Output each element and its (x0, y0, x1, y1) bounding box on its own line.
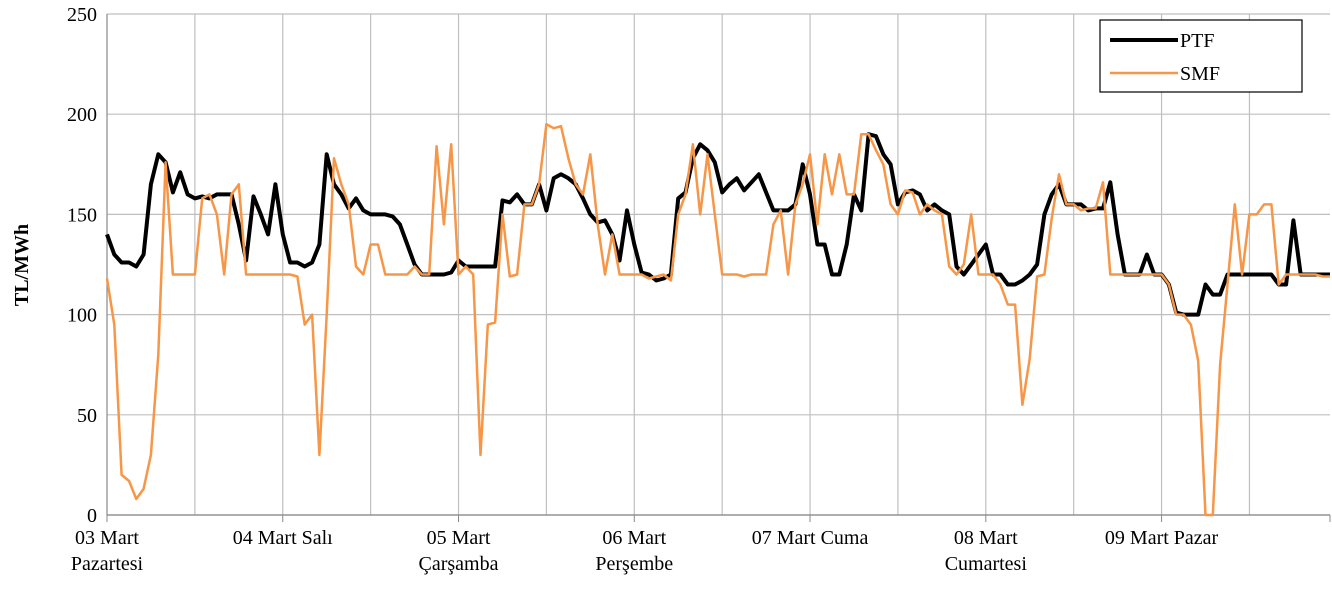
y-tick-label: 250 (67, 4, 97, 26)
y-tick-label: 50 (77, 405, 97, 427)
legend-label: PTF (1180, 30, 1214, 52)
y-tick-label: 200 (67, 104, 97, 126)
x-tick-label: 04 Mart Salı (232, 527, 333, 549)
y-tick-label: 100 (67, 305, 97, 327)
x-tick-label: 03 Mart Pazartesi (70, 527, 144, 575)
x-tick-label: 08 Mart Cumartesi (944, 527, 1027, 575)
legend-box (1099, 19, 1303, 93)
legend-label: SMF (1180, 63, 1220, 85)
y-tick-label: 150 (67, 204, 97, 226)
y-axis-label: TL/MWh (11, 224, 33, 306)
x-tick-label: 07 Mart Cuma (751, 527, 869, 549)
series-line (105, 132, 1330, 317)
x-tick-label: 09 Mart Pazar (1104, 527, 1219, 549)
x-tick-label: 05 Mart Çarşamba (418, 527, 499, 575)
series-line (105, 122, 1330, 517)
y-tick-label: 0 (87, 505, 97, 527)
x-tick-label: 06 Mart Perşembe (595, 527, 674, 575)
